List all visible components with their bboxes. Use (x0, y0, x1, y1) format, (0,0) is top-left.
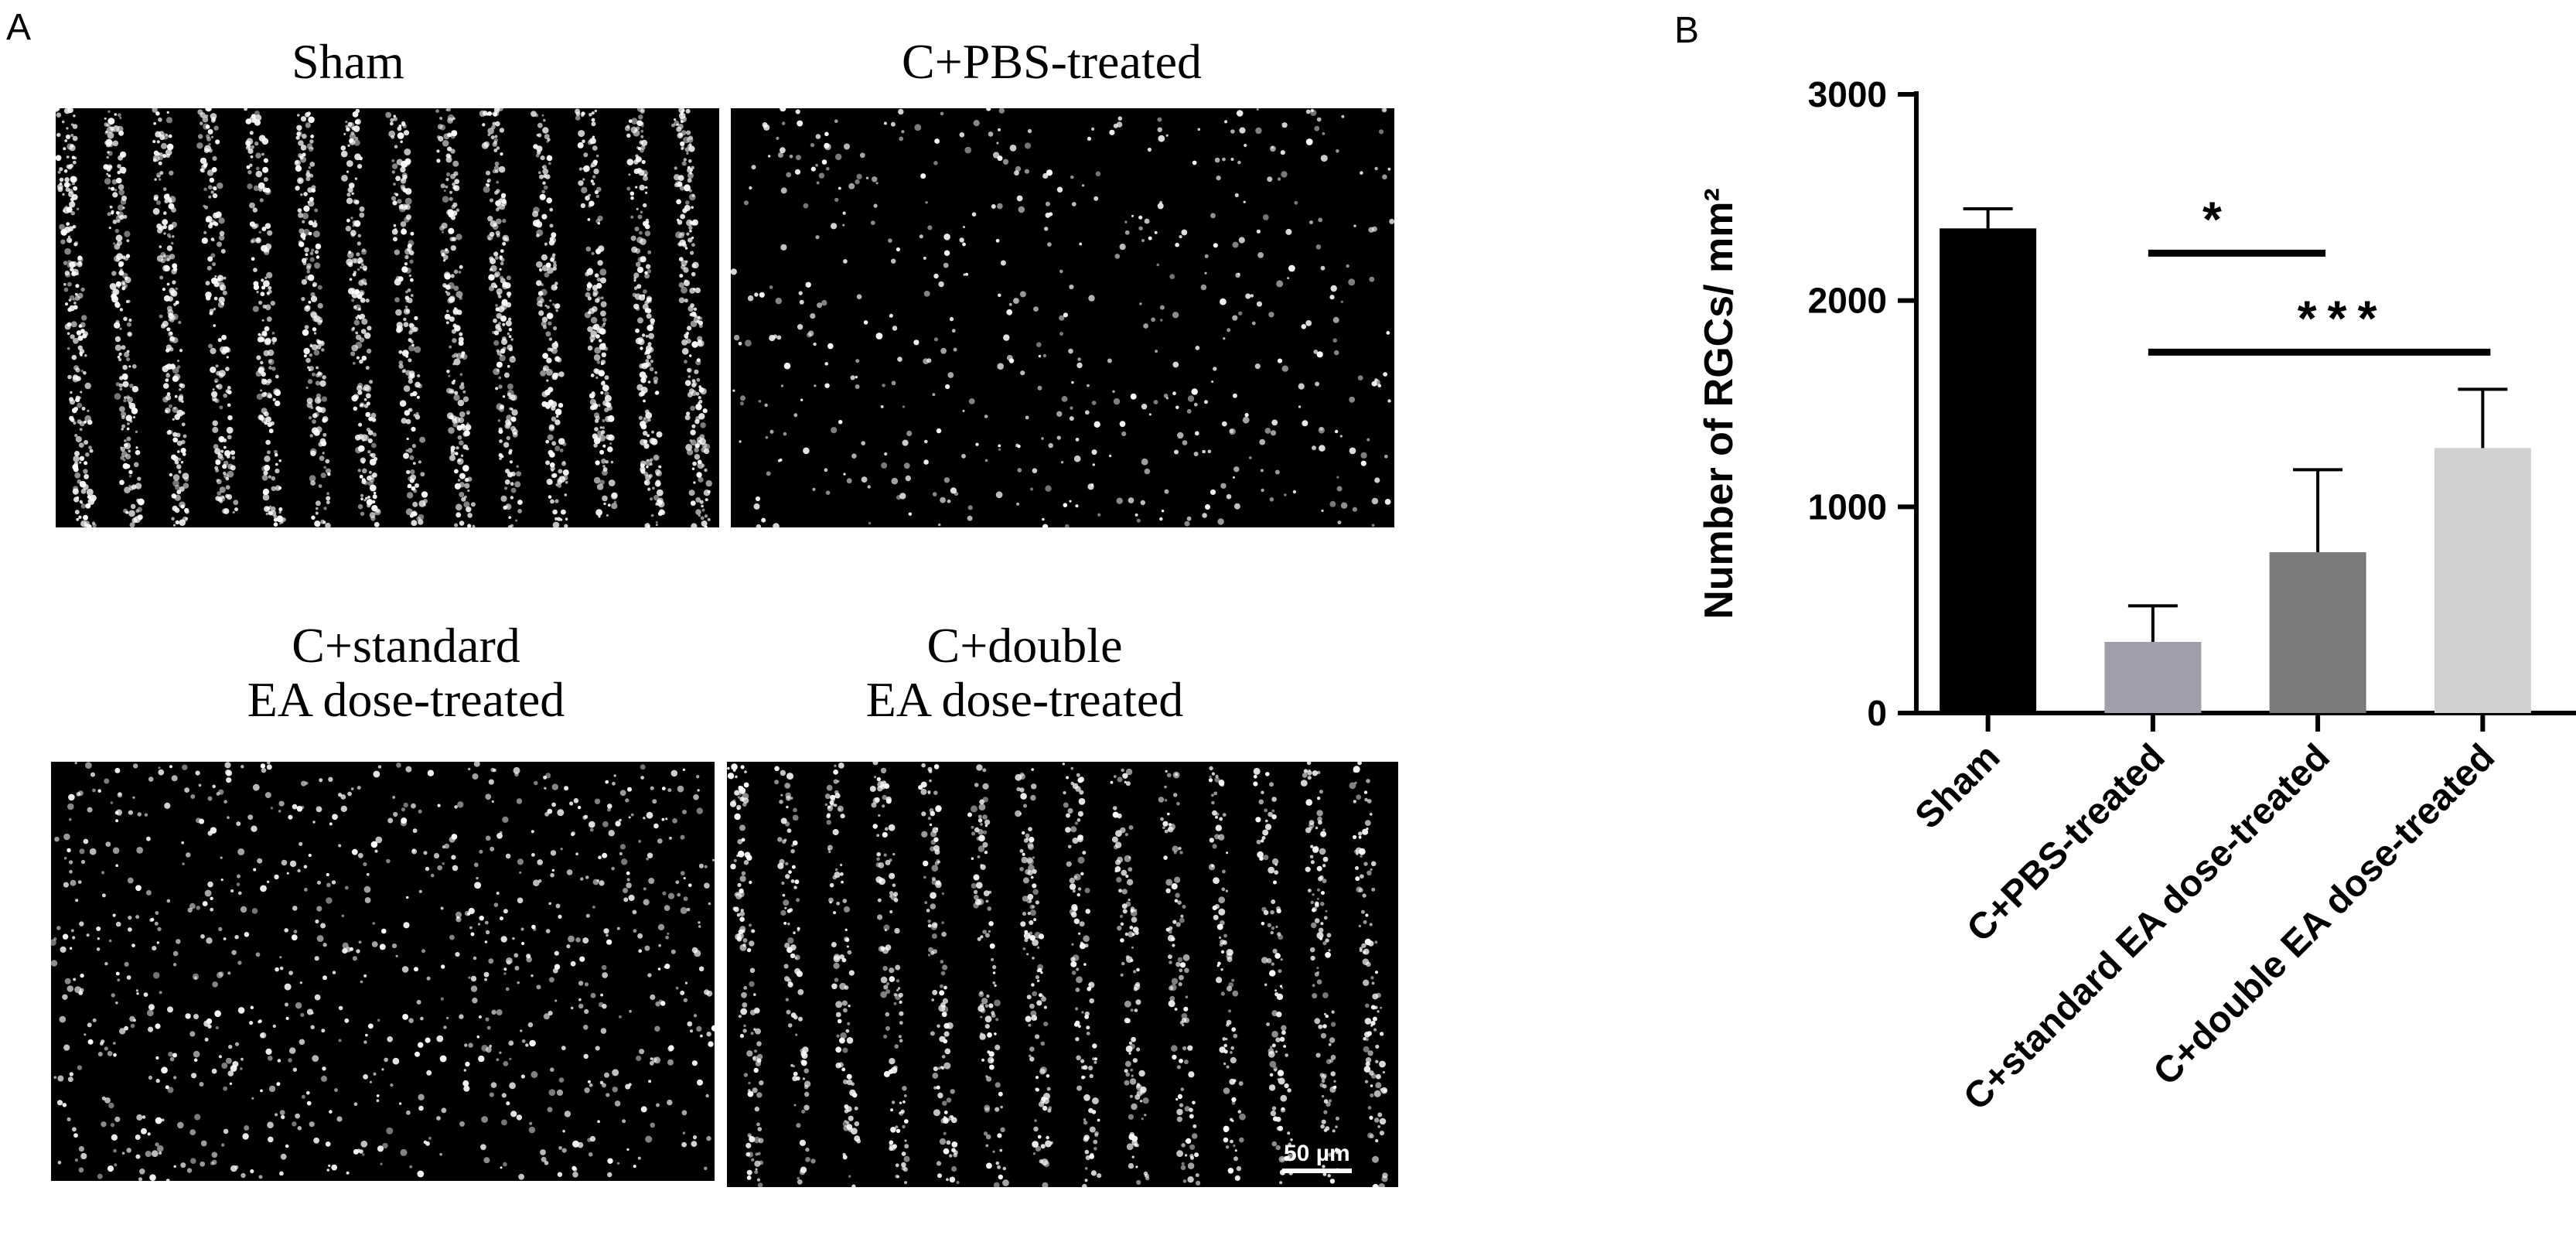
x-tick-label: C+double EA dose-treated (2146, 736, 2503, 1093)
micrograph-sham (56, 108, 719, 527)
bar (1940, 228, 2037, 713)
significance-label: * (2202, 191, 2233, 247)
micrograph-title-double: C+double EA dose-treated (773, 618, 1276, 728)
y-tick-label: 3000 (1808, 74, 1887, 114)
y-tick-label: 1000 (1808, 486, 1887, 527)
bar (2104, 642, 2202, 713)
scale-bar (1282, 1169, 1352, 1173)
bar (2269, 552, 2366, 713)
micrograph-sham-cells (56, 108, 719, 527)
x-tick-label: C+standard EA dose-treated (1956, 736, 2338, 1118)
micrograph-title-pbs: C+PBS-treated (901, 34, 1203, 89)
micrograph-title-double-line2: EA dose-treated (865, 672, 1184, 728)
micrograph-title-standard-line1: C+standard (292, 618, 520, 673)
significance-label: *** (2298, 290, 2388, 346)
micrograph-standard (51, 762, 715, 1181)
scale-bar-label: 50 µm (1284, 1141, 1350, 1166)
panel-a-label: A (6, 7, 32, 48)
bar (2434, 448, 2531, 713)
micrograph-title-sham: Sham (292, 34, 404, 89)
y-tick-label: 0 (1867, 693, 1887, 733)
micrograph-double: 50 µm (727, 762, 1398, 1187)
y-tick-label: 2000 (1808, 281, 1887, 321)
micrograph-pbs-cells (731, 108, 1394, 527)
micrograph-standard-cells (51, 762, 715, 1181)
y-axis-label: Number of RGCs/ mm² (1697, 188, 1742, 619)
micrograph-title-double-line1: C+double (926, 618, 1123, 673)
micrograph-pbs (731, 108, 1394, 527)
micrograph-title-standard: C+standard EA dose-treated (155, 618, 657, 728)
micrograph-title-standard-line2: EA dose-treated (247, 672, 565, 728)
x-tick-label: Sham (1907, 736, 2008, 837)
panel-b-label: B (1674, 10, 1700, 51)
micrograph-double-cells (727, 762, 1398, 1187)
